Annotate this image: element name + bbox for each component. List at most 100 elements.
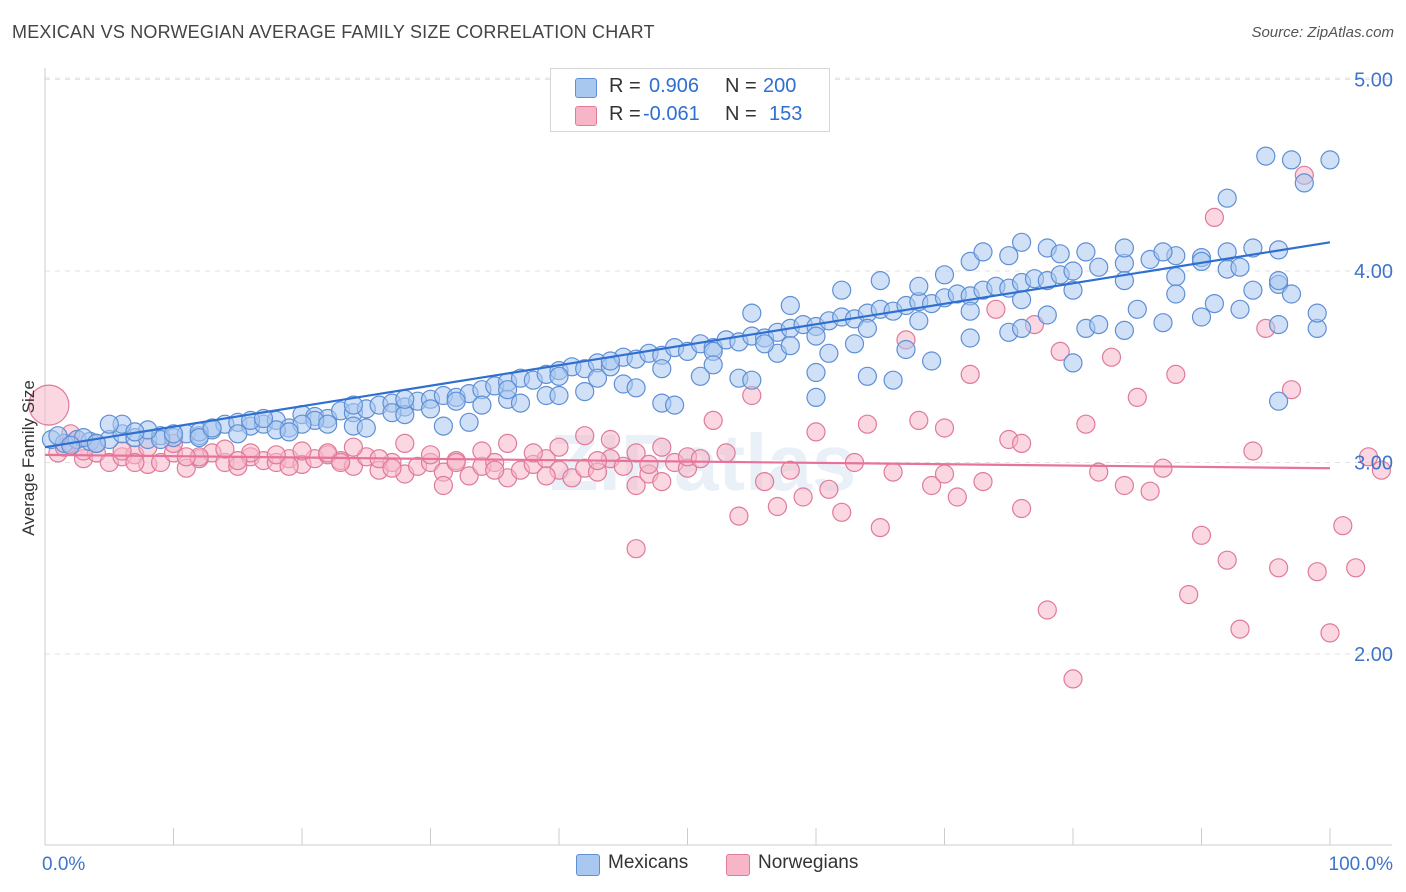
norwegian-point-95: [754, 472, 775, 492]
mexican-point-183: [279, 422, 299, 442]
norwegian-point-74: [600, 429, 621, 450]
axes: [44, 68, 1392, 846]
norwegian-point-72: [549, 437, 569, 457]
mexican-point-175: [1320, 150, 1340, 170]
mexican-point-136: [806, 326, 826, 346]
mexican-point-156: [1153, 242, 1173, 262]
norwegian-point-68: [446, 452, 466, 473]
norwegian-points: [28, 165, 1392, 689]
legend-r-label: R =: [609, 103, 641, 125]
norwegian-point-126: [1153, 458, 1173, 478]
norwegian-point-64: [343, 437, 363, 457]
norwegian-point-71: [523, 443, 543, 463]
mexican-point-132: [600, 351, 621, 371]
norwegian-point-103: [857, 414, 878, 434]
mexican-point-135: [754, 334, 775, 354]
norwegian-point-83: [331, 452, 351, 473]
mexican-point-124: [189, 428, 209, 448]
norwegian-point-93: [729, 506, 749, 526]
x-tick-label-0: 0.0%: [42, 854, 85, 875]
mexican-point-149: [870, 271, 890, 291]
mexican-point-203: [1268, 391, 1289, 411]
mexican-point-184: [318, 414, 338, 434]
norwegian-point-131: [1217, 550, 1237, 570]
norwegian-point-127: [1166, 364, 1186, 384]
mexican-point-111: [921, 351, 942, 371]
mexican-point-117: [1153, 313, 1173, 333]
y-tick-label-0: 2.00: [1354, 644, 1393, 666]
mexican-point-197: [819, 343, 839, 363]
norwegian-point-98: [793, 487, 813, 507]
norwegian-point-66: [395, 433, 415, 453]
mexican-point-99: [459, 412, 479, 432]
norwegian-point-87: [536, 466, 556, 486]
mexican-point-193: [664, 395, 685, 415]
norwegian-point-132: [1230, 619, 1250, 639]
norwegian-point-112: [973, 472, 993, 492]
mexican-point-196: [780, 336, 800, 356]
norwegian-point-144: [626, 539, 646, 559]
y-tick-label-1: 3.00: [1354, 453, 1393, 475]
norwegian-point-113: [986, 299, 1006, 319]
mexican-point-173: [1281, 150, 1302, 170]
norwegian-point-11: [151, 452, 171, 473]
norwegian-point-121: [1089, 462, 1109, 482]
mexican-point-167: [1166, 284, 1186, 304]
mexican-point-170: [1281, 284, 1302, 304]
mexican-point-81: [1089, 257, 1109, 277]
legend-row-norwegians: R = -0.061 N = 153: [551, 101, 829, 129]
mexican-point-159: [1268, 271, 1289, 291]
norwegian-point-92: [716, 443, 736, 463]
mexican-point-171: [1217, 188, 1237, 208]
x-tick-labels: 0.0% 100.0%: [42, 854, 1393, 875]
norwegian-point-82: [279, 456, 299, 476]
mexican-point-195: [742, 370, 762, 390]
mexican-point-147: [780, 295, 800, 316]
legend-swatch-norwegians: [575, 106, 597, 126]
mexican-point-114: [1037, 305, 1057, 325]
mexican-point-118: [1191, 307, 1212, 327]
mexican-point-172: [1256, 146, 1276, 166]
trendlines: [44, 241, 1331, 470]
mexican-point-133: [652, 359, 672, 379]
bottom-legend-label-norwegians: Norwegians: [758, 852, 859, 873]
norwegian-point-79: [125, 452, 145, 473]
norwegian-point-105: [883, 462, 903, 482]
norwegian-point-142: [1358, 447, 1379, 467]
norwegian-point-59: [215, 439, 235, 459]
legend-r-label: R =: [609, 75, 641, 97]
mexican-point-108: [806, 362, 826, 383]
mexican-trendline: [44, 241, 1331, 449]
norwegian-point-35: [459, 466, 479, 486]
norwegian-point-143: [1371, 460, 1392, 480]
mexican-point-198: [857, 366, 878, 386]
mexican-point-168: [1204, 294, 1225, 314]
mexican-point-202: [806, 387, 826, 407]
norwegian-point-140: [1333, 516, 1353, 536]
legend-swatch-mexicans: [575, 78, 597, 98]
mexican-point-199: [896, 339, 916, 360]
bottom-legend-swatch-mexicans: [576, 854, 600, 876]
mexican-point-163: [1011, 232, 1032, 252]
mexican-point-138: [909, 311, 929, 331]
norwegian-point-89: [639, 454, 659, 474]
norwegian-point-108: [921, 475, 942, 496]
mexican-point-174: [1294, 173, 1314, 193]
mexican-point-116: [1114, 320, 1135, 340]
mexican-point-162: [973, 242, 993, 262]
mexican-point-109: [844, 334, 865, 354]
mexican-point-166: [1127, 299, 1147, 319]
mexican-point-194: [703, 355, 723, 375]
norwegian-point-86: [485, 460, 505, 480]
mexican-point-150: [909, 276, 929, 296]
mexican-point-112: [960, 328, 980, 348]
norwegian-point-120: [1076, 414, 1096, 434]
legend-n-label: N =: [725, 75, 757, 97]
norwegian-point-123: [1114, 475, 1135, 496]
mexican-point-127: [343, 395, 363, 415]
norwegian-point-62: [292, 441, 312, 461]
norwegian-point-118: [1050, 341, 1070, 361]
mexican-point-189: [510, 393, 531, 413]
norwegian-point-48: [626, 475, 646, 496]
